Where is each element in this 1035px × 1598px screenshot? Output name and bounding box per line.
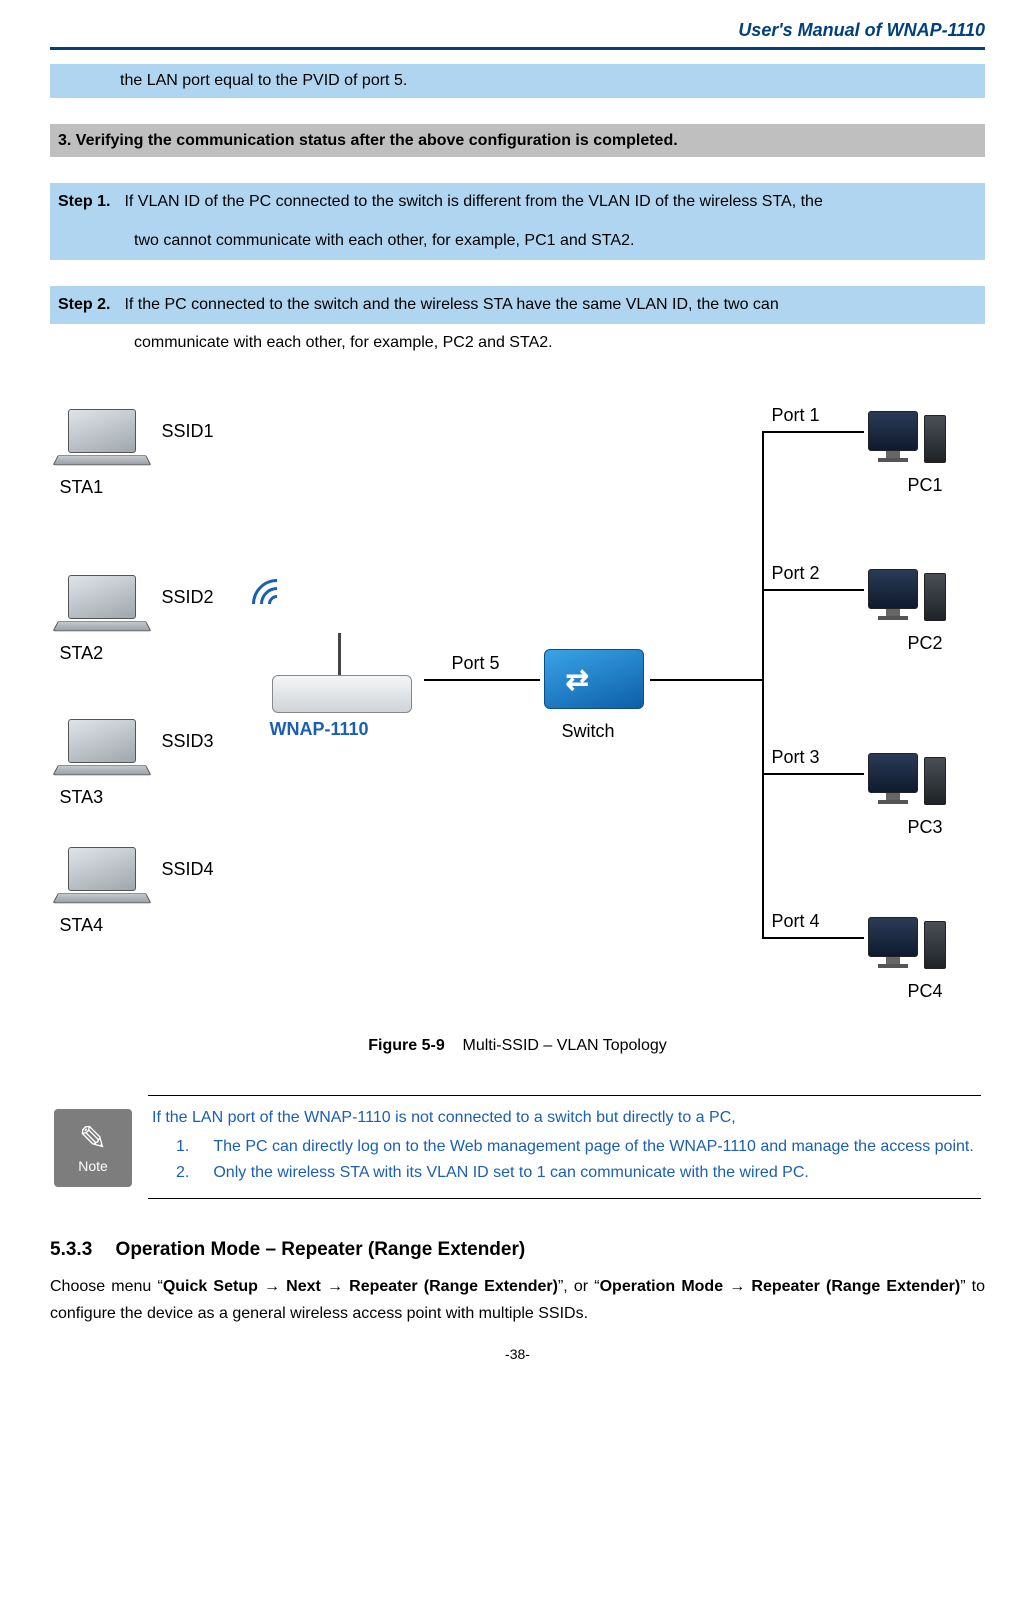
step-2-block: Step 2. If the PC connected to the switc… (50, 286, 985, 363)
body-pre: Choose menu “ (50, 1278, 163, 1295)
step-1-block: Step 1. If VLAN ID of the PC connected t… (50, 183, 985, 260)
intro-text: the LAN port equal to the PVID of port 5… (120, 72, 407, 89)
wifi-icon (250, 577, 306, 633)
sta3-label: STA3 (60, 787, 104, 808)
connector-line (762, 431, 764, 939)
step-2-row-2: communicate with each other, for example… (50, 324, 985, 362)
port2-label: Port 2 (772, 563, 820, 584)
step-1-line1: If VLAN ID of the PC connected to the sw… (124, 193, 822, 210)
intro-continuation-row: the LAN port equal to the PVID of port 5… (50, 64, 985, 98)
laptop-icon (58, 575, 146, 637)
sta1-label: STA1 (60, 477, 104, 498)
ssid3-label: SSID3 (162, 731, 214, 752)
ap-label: WNAP-1110 (270, 719, 369, 740)
pc4-label: PC4 (908, 981, 943, 1002)
page-number: -38- (50, 1346, 985, 1362)
ssid2-label: SSID2 (162, 587, 214, 608)
section-5-3-3-heading: 5.3.3 Operation Mode – Repeater (Range E… (50, 1239, 985, 1261)
note-icon-label: Note (78, 1158, 108, 1174)
pc3-label: PC3 (908, 817, 943, 838)
connector-line (762, 431, 864, 433)
note-item-text: Only the wireless STA with its VLAN ID s… (213, 1161, 808, 1186)
note-item-num: 1. (176, 1135, 189, 1160)
note-content: If the LAN port of the WNAP-1110 is not … (148, 1095, 981, 1199)
note-list: 1. The PC can directly log on to the Web… (152, 1135, 977, 1187)
section-3-title: 3. Verifying the communication status af… (58, 132, 678, 149)
ssid4-label: SSID4 (162, 859, 214, 880)
section-number: 5.3.3 (50, 1239, 92, 1260)
connector-line (762, 589, 864, 591)
port5-label: Port 5 (452, 653, 500, 674)
body-mid: ”, or “ (558, 1278, 600, 1295)
laptop-icon (58, 409, 146, 471)
pencil-icon: ✎ (79, 1122, 108, 1156)
sta2-label: STA2 (60, 643, 104, 664)
port4-label: Port 4 (772, 911, 820, 932)
body-bold1: Quick Setup → Next → Repeater (Range Ext… (163, 1278, 558, 1295)
section-title: Operation Mode – Repeater (Range Extende… (116, 1239, 526, 1260)
note-item-num: 2. (176, 1161, 189, 1186)
pc1-label: PC1 (908, 475, 943, 496)
connector-line (762, 937, 864, 939)
step-1-line2: two cannot communicate with each other, … (134, 232, 634, 249)
note-block: ✎ Note If the LAN port of the WNAP-1110 … (54, 1095, 981, 1199)
note-item: 2. Only the wireless STA with its VLAN I… (176, 1161, 977, 1186)
topology-diagram: SSID1 STA1 SSID2 STA2 SSID3 STA3 SSID4 S… (58, 389, 978, 1029)
sta4-label: STA4 (60, 915, 104, 936)
step-1-label: Step 1. (58, 187, 120, 217)
port1-label: Port 1 (772, 405, 820, 426)
step-2-label: Step 2. (58, 290, 120, 320)
switch-icon: ⇄ (540, 641, 650, 719)
step-2-line2: communicate with each other, for example… (134, 334, 553, 351)
step-1-row-2: two cannot communicate with each other, … (50, 222, 985, 260)
section-5-3-3-body: Choose menu “Quick Setup → Next → Repeat… (50, 1273, 985, 1327)
laptop-icon (58, 847, 146, 909)
connector-line (424, 679, 540, 681)
step-2-row-1: Step 2. If the PC connected to the switc… (50, 286, 985, 324)
section-3-title-row: 3. Verifying the communication status af… (50, 124, 985, 158)
step-2-line1: If the PC connected to the switch and th… (124, 296, 778, 313)
body-bold2: Operation Mode → Repeater (Range Extende… (600, 1278, 961, 1295)
figure-caption-text: Multi-SSID – VLAN Topology (463, 1037, 667, 1054)
note-intro: If the LAN port of the WNAP-1110 is not … (152, 1106, 977, 1131)
switch-label: Switch (562, 721, 615, 742)
connector-line (650, 679, 762, 681)
laptop-icon (58, 719, 146, 781)
note-item: 1. The PC can directly log on to the Web… (176, 1135, 977, 1160)
note-icon: ✎ Note (54, 1109, 132, 1187)
header-title: User's Manual of WNAP-1110 (738, 20, 985, 40)
step-1-row-1: Step 1. If VLAN ID of the PC connected t… (50, 183, 985, 221)
topology-figure: SSID1 STA1 SSID2 STA2 SSID3 STA3 SSID4 S… (50, 389, 985, 1055)
port3-label: Port 3 (772, 747, 820, 768)
connector-line (762, 773, 864, 775)
figure-label: Figure 5-9 (368, 1037, 444, 1054)
page-header: User's Manual of WNAP-1110 (50, 20, 985, 50)
page-number-text: -38- (505, 1346, 530, 1362)
access-point-icon (262, 643, 422, 713)
note-item-text: The PC can directly log on to the Web ma… (213, 1135, 973, 1160)
figure-caption: Figure 5-9 Multi-SSID – VLAN Topology (50, 1037, 985, 1055)
pc2-label: PC2 (908, 633, 943, 654)
ssid1-label: SSID1 (162, 421, 214, 442)
